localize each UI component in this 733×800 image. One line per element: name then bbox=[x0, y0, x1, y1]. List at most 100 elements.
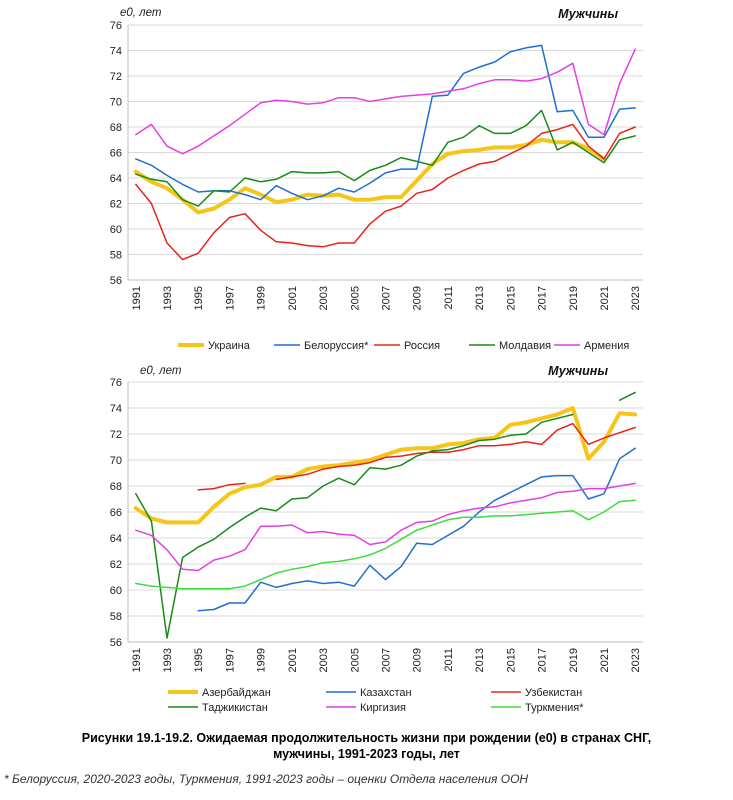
chart1-y-axis-label: e0, лет bbox=[120, 7, 162, 19]
chart2-series-2 bbox=[197, 422, 636, 491]
chart2-y-tick-label: 58 bbox=[110, 611, 122, 623]
chart2-y-tick-label: 76 bbox=[110, 377, 122, 389]
chart1-x-tick-label: 2001 bbox=[287, 286, 299, 310]
caption-line-2: мужчины, 1991-2023 годы, лет bbox=[273, 747, 460, 761]
chart2-x-tick-label: 2013 bbox=[474, 648, 486, 672]
chart2-x-tick-label: 1993 bbox=[162, 648, 174, 672]
chart1-x-tick-label: 2021 bbox=[599, 286, 611, 310]
chart2-x-tick-label: 2015 bbox=[505, 648, 517, 672]
chart1-legend: Украина Белоруссия* Россия Молдавия Армения bbox=[178, 340, 629, 352]
chart1-x-tick-label: 1999 bbox=[256, 286, 268, 310]
chart-panel-bottom: 56 58 60 62 64 66 68 70 72 74 76 1991 1993 1995 1997 19… bbox=[88, 360, 665, 722]
chart2-y-tick-label: 68 bbox=[110, 481, 122, 493]
chart1-y-tick-label: 60 bbox=[110, 224, 122, 236]
chart1-series-line bbox=[135, 48, 636, 155]
chart1-legend-label: Россия bbox=[404, 340, 440, 352]
chart2-series-5 bbox=[135, 499, 636, 590]
chart2-legend-label: Казахстан bbox=[360, 687, 412, 699]
chart-panel-top: 56 58 60 62 64 66 68 70 72 74 76 1991 1993 1995 1997 19… bbox=[88, 0, 665, 360]
chart2-y-tick-label: 64 bbox=[110, 533, 122, 545]
chart2-series-line bbox=[135, 482, 636, 572]
chart1-x-tick-label: 2023 bbox=[630, 286, 642, 310]
chart1-legend-label: Белоруссия* bbox=[304, 340, 369, 352]
chart1-y-tick-label: 72 bbox=[110, 71, 122, 83]
chart2-legend: Азербайджан Казахстан Узбекистан Таджикиста… bbox=[168, 687, 584, 714]
chart2-x-tick-label: 2021 bbox=[599, 648, 611, 672]
chart1-x-tick-label: 1997 bbox=[224, 286, 236, 310]
chart2-legend-label: Узбекистан bbox=[525, 687, 582, 699]
chart-svg-bottom: 56 58 60 62 64 66 68 70 72 74 76 1991 1993 1995 1997 19… bbox=[110, 364, 643, 714]
chart2-legend-label: Туркмения* bbox=[525, 702, 584, 714]
chart1-x-tick-label: 2003 bbox=[318, 286, 330, 310]
chart1-y-tick-label: 76 bbox=[110, 20, 122, 32]
chart2-y-tick-label: 70 bbox=[110, 455, 122, 467]
chart1-series-1 bbox=[135, 44, 636, 201]
chart2-series-4 bbox=[135, 482, 636, 572]
chart1-y-tick-label: 56 bbox=[110, 275, 122, 287]
chart1-x-tick-label: 2009 bbox=[412, 286, 424, 310]
chart1-series-line bbox=[135, 123, 636, 261]
chart1-series-3 bbox=[135, 109, 636, 207]
chart2-series-3 bbox=[135, 391, 636, 639]
chart1-series-line bbox=[135, 109, 636, 207]
chart1-y-tick-label: 58 bbox=[110, 250, 122, 262]
chart1-y-tick-label: 74 bbox=[110, 46, 122, 58]
chart2-series-line bbox=[275, 422, 636, 481]
chart1-legend-label: Украина bbox=[208, 340, 251, 352]
chart2-x-tick-label: 2017 bbox=[537, 648, 549, 672]
chart2-x-tick-label: 1995 bbox=[193, 648, 205, 672]
chart-svg-top: 56 58 60 62 64 66 68 70 72 74 76 1991 1993 1995 1997 19… bbox=[110, 7, 643, 352]
chart1-y-tick-label: 70 bbox=[110, 97, 122, 109]
chart2-x-tick-label: 1999 bbox=[256, 648, 268, 672]
chart1-x-tick-label: 2015 bbox=[505, 286, 517, 310]
chart2-series-0 bbox=[133, 406, 638, 525]
chart2-series-line bbox=[135, 413, 574, 639]
chart1-series-line bbox=[135, 44, 636, 201]
chart2-x-tick-label: 1991 bbox=[131, 648, 143, 672]
chart1-x-tick-label: 1995 bbox=[193, 286, 205, 310]
chart1-y-tick-label: 62 bbox=[110, 199, 122, 211]
caption-line-1: Рисунки 19.1-19.2. Ожидаемая продолжител… bbox=[81, 731, 652, 745]
chart1-y-tick-label: 68 bbox=[110, 122, 122, 134]
chart1-legend-label: Армения bbox=[584, 340, 629, 352]
chart1-x-tick-label: 2013 bbox=[474, 286, 486, 310]
chart2-series-line bbox=[618, 391, 636, 401]
chart1-x-tick-label: 2007 bbox=[381, 286, 393, 310]
chart2-x-tick-label: 2007 bbox=[381, 648, 393, 672]
chart2-x-tick-label: 2009 bbox=[412, 648, 424, 672]
chart2-y-tick-label: 62 bbox=[110, 559, 122, 571]
chart2-y-axis-label: e0, лет bbox=[140, 365, 182, 377]
chart2-legend-label: Таджикистан bbox=[202, 702, 268, 714]
chart1-x-tick-label: 2011 bbox=[443, 286, 455, 310]
chart2-series-line bbox=[135, 499, 636, 590]
chart1-y-tick-label: 64 bbox=[110, 173, 122, 185]
chart1-series-2 bbox=[135, 123, 636, 261]
chart1-x-tick-label: 1993 bbox=[162, 286, 174, 310]
chart1-x-tick-label: 2005 bbox=[349, 286, 361, 310]
chart1-series-line bbox=[133, 137, 606, 215]
chart1-panel-title: Мужчины bbox=[558, 7, 618, 21]
chart2-x-tick-label: 2023 bbox=[630, 648, 642, 672]
chart2-x-tick-label: 2005 bbox=[349, 648, 361, 672]
chart2-series-1 bbox=[197, 447, 636, 612]
chart2-y-tick-label: 56 bbox=[110, 637, 122, 649]
chart1-legend-label: Молдавия bbox=[499, 340, 551, 352]
chart2-legend-label: Киргизия bbox=[360, 702, 406, 714]
chart2-y-tick-label: 60 bbox=[110, 585, 122, 597]
chart2-x-tick-label: 2003 bbox=[318, 648, 330, 672]
chart2-panel-title: Мужчины bbox=[548, 364, 608, 378]
chart2-y-tick-label: 72 bbox=[110, 429, 122, 441]
chart1-series-0 bbox=[133, 137, 606, 215]
chart1-x-tick-label: 2019 bbox=[568, 286, 580, 310]
chart2-x-tick-label: 2011 bbox=[443, 648, 455, 672]
chart1-series-4 bbox=[135, 48, 636, 155]
chart2-x-tick-label: 2019 bbox=[568, 648, 580, 672]
chart2-y-tick-label: 66 bbox=[110, 507, 122, 519]
chart2-series-line bbox=[133, 406, 638, 525]
chart2-x-tick-label: 2001 bbox=[287, 648, 299, 672]
chart1-x-tick-label: 1991 bbox=[131, 286, 143, 310]
chart2-series-line bbox=[197, 447, 636, 612]
chart1-x-tick-label: 2017 bbox=[537, 286, 549, 310]
chart2-legend-label: Азербайджан bbox=[202, 687, 271, 699]
footnote: * Белоруссия, 2020-2023 годы, Туркмения,… bbox=[4, 772, 529, 786]
